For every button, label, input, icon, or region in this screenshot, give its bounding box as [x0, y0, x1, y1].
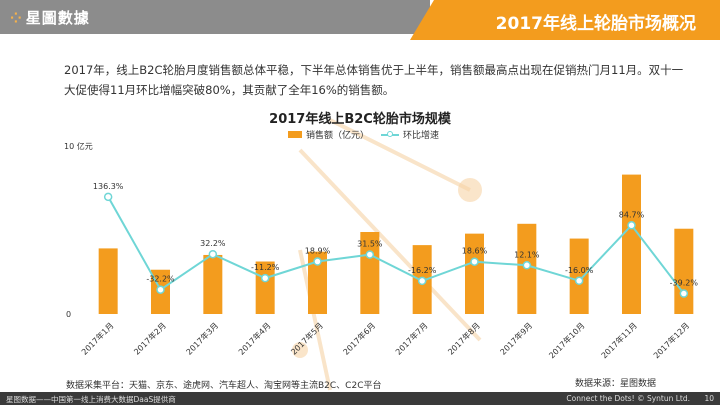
bars [98, 174, 694, 314]
bar-6 [360, 232, 380, 314]
growth-point-12 [679, 289, 689, 298]
bar-3 [203, 254, 223, 314]
growth-point-8 [470, 257, 479, 266]
legend-bar-swatch [288, 131, 302, 138]
x-axis: 2017年1月 2017年2月 2017年3月 2017年4月 2017年5月 2017年… [79, 320, 691, 360]
bar-8 [465, 233, 484, 314]
bar-5 [308, 251, 327, 314]
growth-point-3 [208, 249, 218, 259]
y-axis: 10 亿元 0 [64, 141, 93, 319]
x-tick-label-10: 2017年10月 [547, 320, 587, 360]
y-tick-label-top: 10 亿元 [64, 141, 93, 151]
bar-11 [622, 174, 641, 314]
growth-point-5 [313, 257, 322, 266]
bar-1 [98, 248, 118, 314]
growth-label-8: 18.6% [462, 247, 488, 256]
logo-dots-icon: ⁘ [10, 11, 23, 27]
growth-point-10 [574, 276, 584, 286]
growth-point-1 [103, 192, 113, 202]
x-tick-label-11: 2017年11月 [599, 320, 639, 360]
header: ⁘ 星圖數據 2017年线上轮胎市场概况 [0, 0, 720, 40]
title-bar [410, 0, 720, 40]
growth-label-6: 31.5% [357, 240, 383, 249]
description: 2017年，线上B2C轮胎月度销售额总体平稳，下半年总体销售优于上半年，销售额最… [64, 63, 684, 97]
growth-label-4: -11.2% [251, 263, 280, 272]
bar-4 [255, 261, 275, 314]
x-tick-label-9: 2017年9月 [498, 320, 534, 356]
footer-right: Connect the Dots! © Syntun Ltd. [566, 394, 690, 403]
page-number: 10 [704, 394, 714, 403]
growth-label-9: 12.1% [514, 250, 540, 259]
x-tick-label-1: 2017年1月 [79, 320, 115, 356]
bar-12 [674, 228, 694, 314]
growth-label-3: 32.2% [200, 239, 226, 248]
y-tick-label-zero: 0 [66, 310, 71, 319]
x-tick-label-3: 2017年3月 [184, 320, 220, 356]
x-tick-label-7: 2017年7月 [393, 320, 429, 356]
logo-bar: ⁘ 星圖數據 [0, 0, 430, 34]
footer-left: 星图数据——中国第一线上消费大数据DaaS提供商 [6, 395, 176, 404]
growth-point-7 [417, 276, 427, 286]
decorative-lines [292, 118, 482, 391]
logo-text: 星圖數據 [25, 9, 90, 27]
growth-label-2: -32.2% [146, 275, 175, 284]
footer: 星图数据——中国第一线上消费大数据DaaS提供商 Connect the Dot… [0, 392, 720, 405]
legend-line-swatch [381, 130, 400, 139]
growth-label-10: -16.0% [565, 266, 594, 275]
legend-bar-label: 销售额（亿元） [306, 131, 370, 141]
line-series: 136.3% -32.2% 32.2% -11.2% 18.9% 31.5% -16.2% 1… [93, 182, 699, 298]
x-tick-label-4: 2017年4月 [236, 320, 272, 356]
growth-label-11: 84.7% [619, 210, 645, 219]
growth-point-9 [522, 261, 532, 270]
x-tick-label-2: 2017年2月 [132, 320, 168, 356]
growth-point-4 [260, 273, 270, 283]
legend-line-label: 环比增速 [403, 131, 440, 141]
source: 数据来源：星图数据 [574, 379, 656, 389]
growth-point-2 [156, 285, 165, 294]
growth-label-7: -16.2% [408, 266, 437, 275]
growth-label-5: 18.9% [305, 247, 331, 256]
growth-point-11 [627, 221, 636, 230]
growth-label-12: -39.2% [670, 279, 699, 288]
bar-10 [569, 238, 589, 314]
footnote: 数据采集平台：天猫、京东、途虎网、汽车超人、淘宝网等主流B2C、C2C平台 [66, 381, 382, 391]
growth-line [107, 196, 685, 295]
growth-label-1: 136.3% [93, 182, 124, 191]
page-title: 2017年线上轮胎市场概况 [495, 14, 696, 34]
chart-title: 2017年线上B2C轮胎市场规模 [269, 112, 451, 127]
x-tick-label-6: 2017年6月 [341, 320, 377, 356]
legend: 销售额（亿元） 环比增速 [288, 128, 439, 141]
growth-point-6 [365, 250, 375, 259]
logo: ⁘ 星圖數據 [10, 7, 90, 28]
x-tick-label-12: 2017年12月 [651, 320, 691, 360]
